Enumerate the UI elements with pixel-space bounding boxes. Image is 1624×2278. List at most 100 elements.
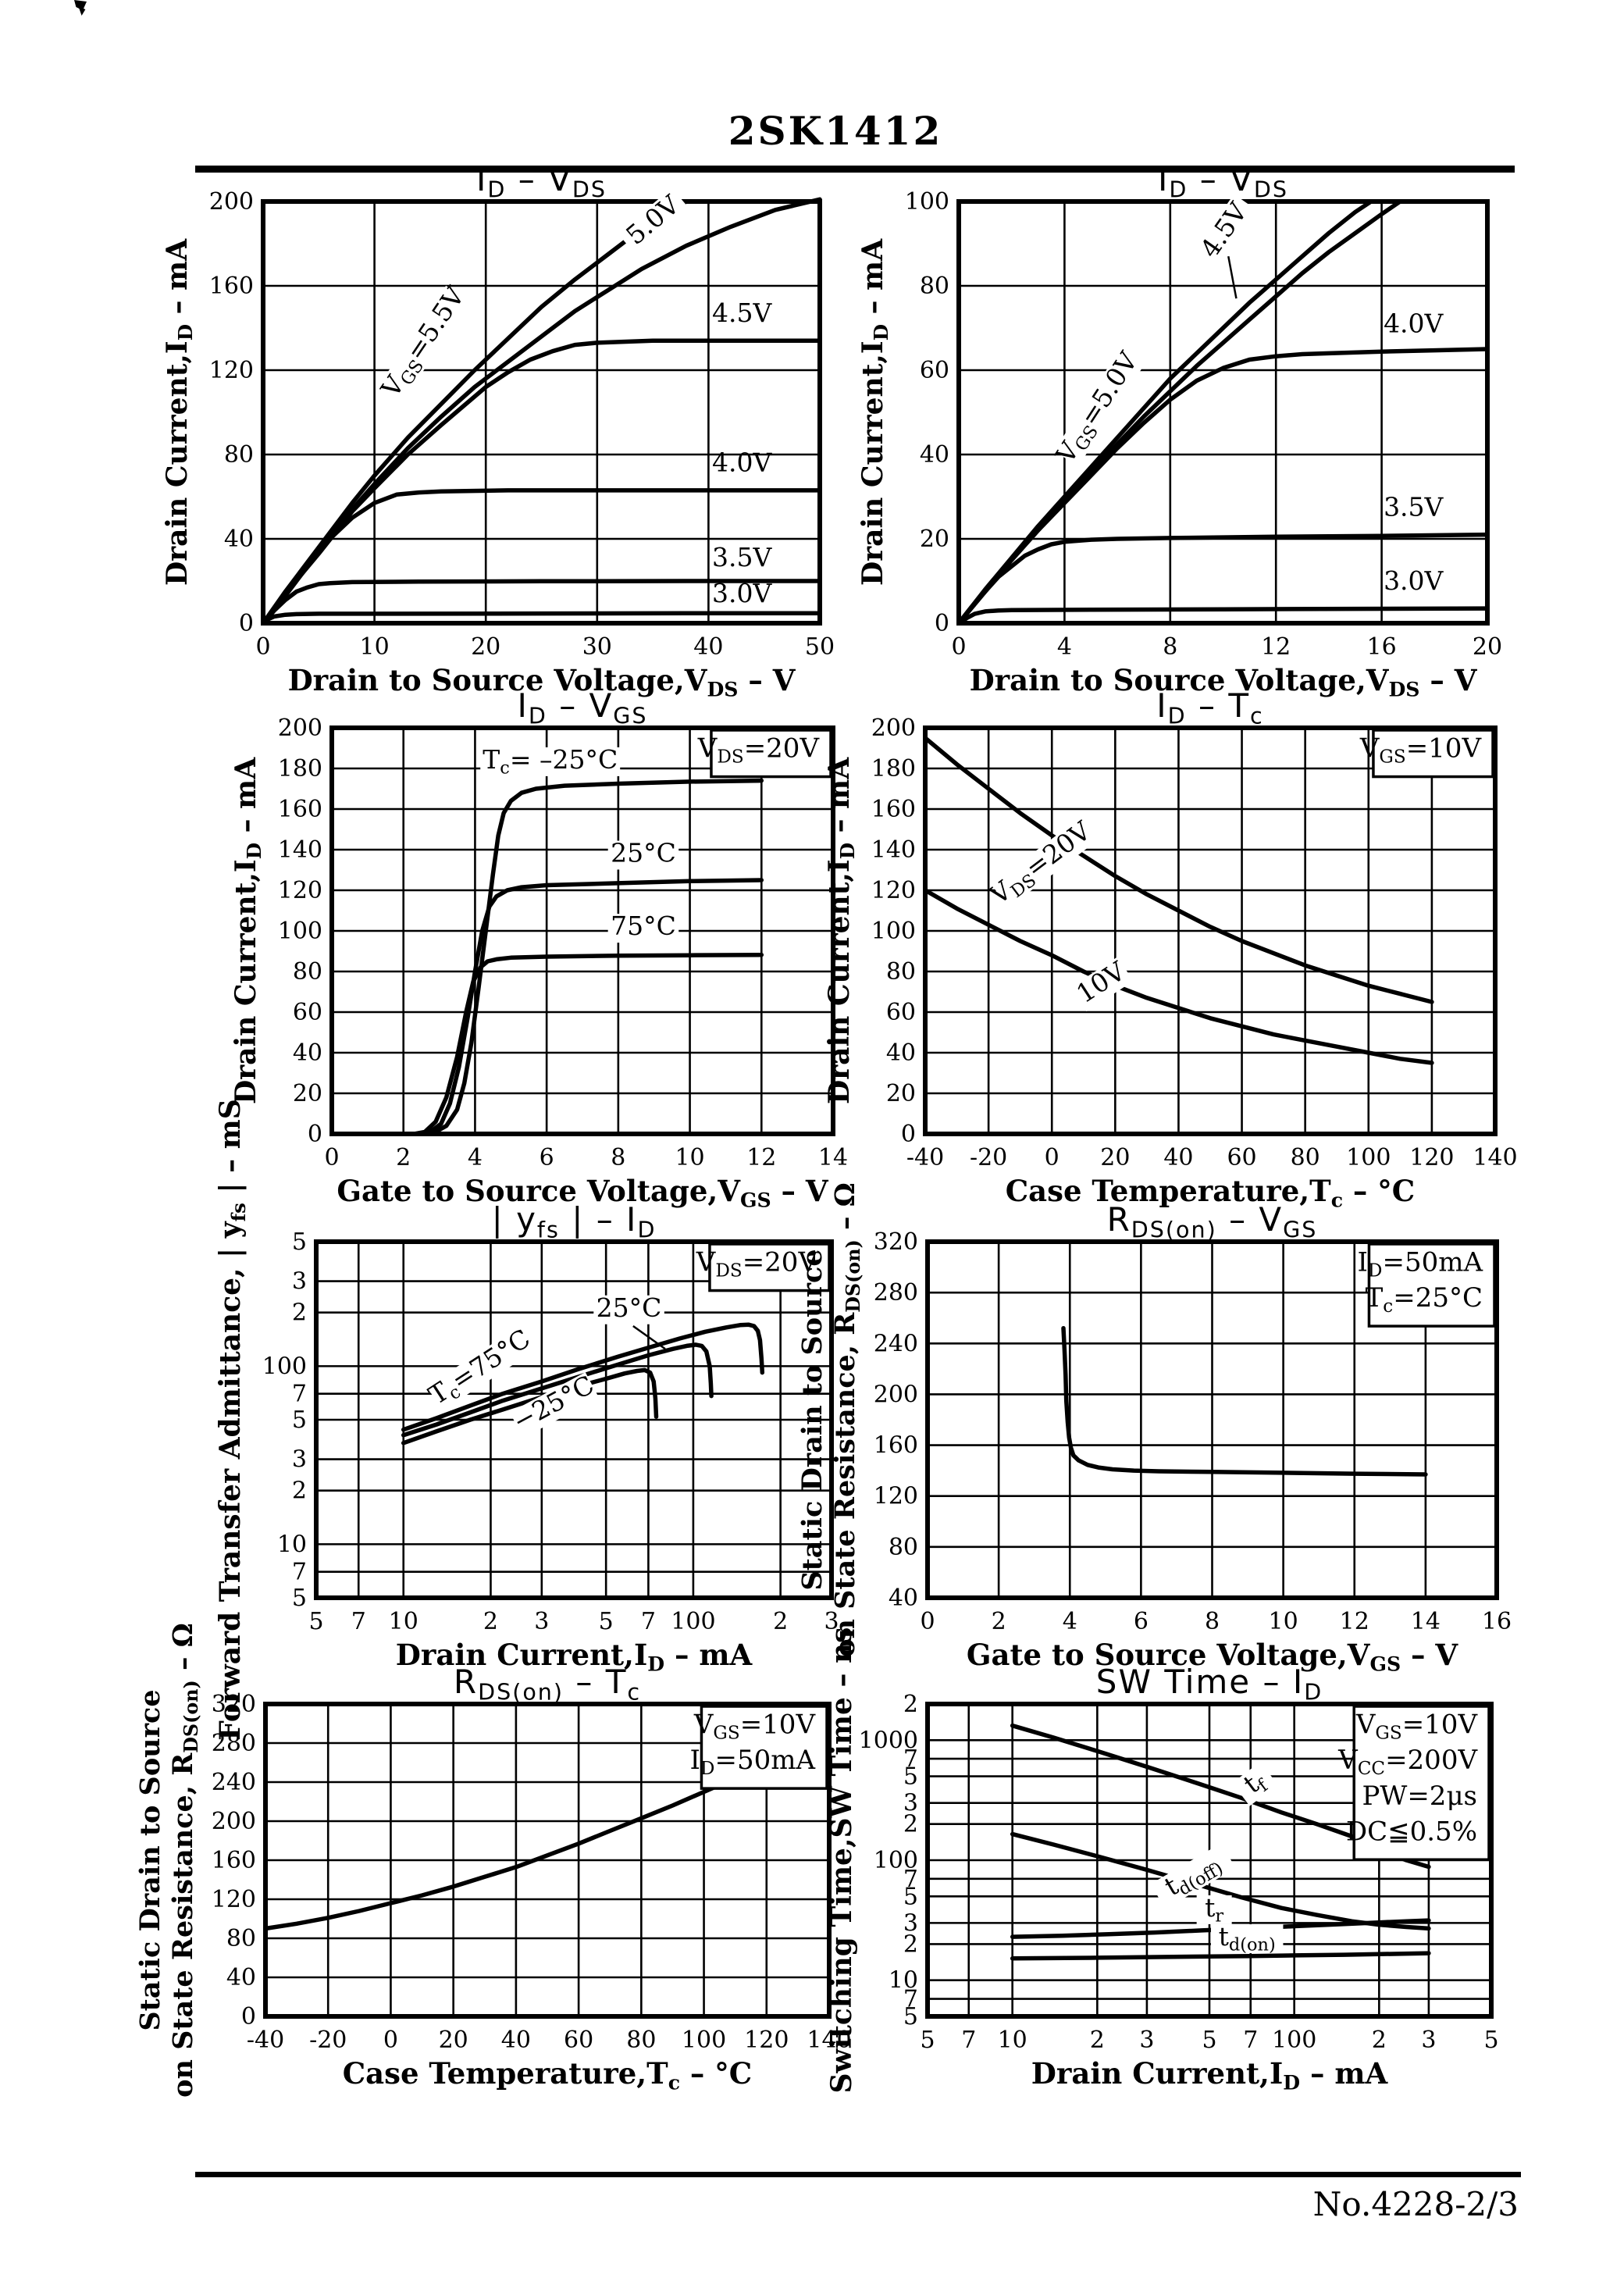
- y-tick-label: 3: [292, 1446, 307, 1474]
- x-tick-label: 2: [773, 1608, 788, 1635]
- x-tick-label: -20: [309, 2027, 347, 2054]
- x-tick-label: 100: [682, 2027, 726, 2054]
- chart-title: RDS(on) – VGS: [1107, 1200, 1318, 1242]
- curve-label: 75°C: [611, 911, 676, 941]
- x-tick-label: 7: [641, 1608, 656, 1635]
- y-tick-label: 0: [239, 610, 254, 637]
- curve-Tc=-25C: [401, 1367, 659, 1446]
- y-tick-label: 5: [292, 1406, 307, 1434]
- label-bg: [1150, 1843, 1236, 1909]
- y-tick-label: 3: [292, 1268, 307, 1296]
- chart-title: ID – VDS: [476, 160, 607, 202]
- y-axis-title: Static Drain to Source: [134, 1689, 166, 2030]
- y-tick-label: 10: [277, 1531, 307, 1558]
- y-tick-label: 60: [920, 357, 949, 384]
- curve-label-group: 4.0V: [1384, 308, 1444, 338]
- curve-VGS=3.0V: [956, 606, 1490, 626]
- x-tick-label: 50: [805, 633, 835, 661]
- x-tick-label: 140: [1473, 1144, 1517, 1171]
- annotation-text: VDS=20V: [697, 733, 821, 768]
- y-tick-label: 0: [901, 1121, 916, 1148]
- y-tick-label: 80: [293, 958, 322, 986]
- curve-label: td(on): [1219, 1921, 1276, 1955]
- curve-label: 3.5V: [712, 542, 772, 572]
- label-bg: [1196, 1895, 1232, 1924]
- y-axis-title: Forward Transfer Admittance, | yfs | – m…: [214, 1099, 250, 1741]
- x-tick-label: 2: [1090, 2027, 1105, 2054]
- y-tick-label: 200: [209, 188, 254, 216]
- x-tick-label: 12: [746, 1144, 776, 1171]
- x-axis-title: Drain Current,ID – mA: [1031, 2056, 1389, 2094]
- chart-id-vds-wide: 0 10 20 30 40 5004080120160200VGS=5.5V5.0V4.5…: [161, 160, 835, 701]
- label-bg: [1053, 351, 1144, 467]
- x-tick-label: 100: [1346, 1144, 1391, 1171]
- curve-VGS=4.0V: [956, 347, 1490, 626]
- curve-label-group: 75°C: [607, 911, 679, 943]
- y-tick-label: 160: [209, 273, 254, 300]
- x-tick-label: 7: [961, 2027, 976, 2054]
- x-tick-label: 20: [1473, 633, 1502, 661]
- chart-title: SW Time – ID: [1096, 1663, 1323, 1705]
- x-tick-label: 20: [471, 633, 500, 661]
- y-tick-label: 40: [920, 441, 949, 469]
- annotation-box: [700, 1705, 828, 1790]
- label-bg: [607, 840, 679, 870]
- x-tick-label: 40: [1163, 1144, 1193, 1171]
- y-tick-label: 60: [293, 999, 322, 1026]
- y-tick-label: 280: [212, 1730, 256, 1757]
- curve-RDSon-VGS: [1061, 1325, 1428, 1477]
- y-tick-label: 40: [293, 1039, 322, 1067]
- annotation-text: DC≦0.5%: [1346, 1816, 1477, 1847]
- x-tick-label: -40: [906, 1144, 944, 1171]
- y-tick-label: 100: [278, 918, 322, 945]
- curve-label-group: 5.0V: [618, 187, 691, 256]
- x-tick-label: 4: [468, 1144, 483, 1171]
- x-tick-label: 60: [564, 2027, 593, 2054]
- chart-id-tc: -40 -20 0 20 40 60 80 100 120 140 0 20 40 60 80 100 120 1…: [823, 686, 1518, 1211]
- annotation-text: ID=50mA: [1357, 1247, 1483, 1282]
- x-tick-label: 20: [439, 2027, 468, 2054]
- y-tick-label: 80: [226, 1925, 256, 1952]
- annotation-box: [1367, 1242, 1496, 1328]
- annotation-box: [1352, 1705, 1490, 1861]
- curve-label: Tc= –25°C: [483, 744, 618, 779]
- curve-label: 4.0V: [1384, 308, 1444, 338]
- y-tick-label: 5: [292, 1585, 307, 1612]
- x-axis-title: Gate to Source Voltage,VGS – V: [967, 1638, 1459, 1675]
- label-bg: [991, 822, 1092, 908]
- x-tick-label: -20: [970, 1144, 1007, 1171]
- x-tick-label: 2: [992, 1608, 1006, 1635]
- curve-label: tr: [1205, 1892, 1223, 1927]
- y-tick-label: 240: [212, 1769, 256, 1796]
- x-tick-label: 0: [920, 1608, 935, 1635]
- x-tick-label: 16: [1482, 1608, 1512, 1635]
- label-bg: [1070, 957, 1134, 1012]
- y-axis-title: Drain Current,ID – mA: [230, 757, 265, 1104]
- annotation-text: VGS=10V: [1359, 733, 1483, 768]
- plot-frame: [263, 1702, 832, 2019]
- annotation-text: VGS=10V: [1355, 1709, 1479, 1744]
- x-tick-label: 10: [675, 1144, 704, 1171]
- x-tick-label: 2: [396, 1144, 411, 1171]
- x-tick-label: 5: [920, 2027, 935, 2054]
- label-bg: [618, 187, 691, 256]
- y-tick-label: 2: [292, 1478, 307, 1505]
- chart-swtime-id: 5 7 10 2 3 5 7 100 2 3 557102357100235710002tftd(o…: [825, 1627, 1499, 2094]
- x-tick-label: 0: [1045, 1144, 1060, 1171]
- y-tick-label: 160: [871, 796, 916, 823]
- y-tick-label: 160: [874, 1432, 918, 1460]
- y-tick-label: 7: [292, 1559, 307, 1586]
- x-tick-label: 0: [255, 633, 270, 661]
- curve-label: 4.0V: [712, 447, 772, 478]
- plot-frame: [923, 725, 1498, 1136]
- x-tick-label: 20: [1100, 1144, 1130, 1171]
- y-axis-title: Drain Current,ID – mA: [823, 757, 859, 1104]
- plot-frame: [925, 1239, 1499, 1600]
- y-tick-label: 180: [871, 755, 916, 783]
- chart-title: ID – VDS: [1158, 160, 1288, 202]
- chart-rdson-vgs: 0 2 4 6 8 10 12 14 16 40 80 120 160 200 240 280 320 ID=50…: [796, 1182, 1512, 1675]
- y-axis-title: on State Resistance, RDS(on) – Ω: [829, 1182, 864, 1657]
- chart-title: RDS(on) – Tc: [454, 1663, 641, 1705]
- chart-id-vds-narrow: 0 4 8 12 16 20020406080100VGS=5.0V4.5V4.0V3.5…: [857, 160, 1502, 701]
- y-tick-label: 120: [212, 1886, 256, 1913]
